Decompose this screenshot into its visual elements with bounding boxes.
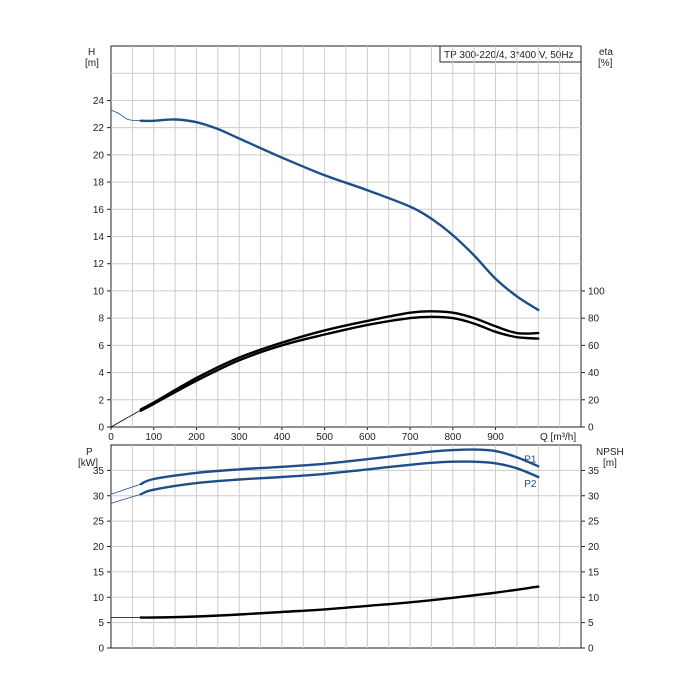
y-left-tick-label: 5 [98, 618, 104, 629]
curve-extension-line [110, 109, 142, 122]
y-right-tick-label: 35 [588, 466, 600, 477]
title-box [439, 45, 582, 63]
series-line [139, 310, 540, 411]
y-left-tick-label: 12 [93, 259, 105, 270]
y-left-tick-label: 20 [93, 150, 105, 161]
series-label: P1 [524, 454, 537, 465]
y-right-tick-label: 15 [588, 567, 600, 578]
y-left-tick-label: 4 [98, 368, 104, 379]
series-line-p1 [139, 448, 540, 486]
curve-extension-line [110, 483, 142, 495]
y-left-tick-label: 35 [93, 466, 105, 477]
eta-axis-name: eta [599, 47, 613, 58]
y-right-tick-label: 100 [588, 286, 605, 297]
p-axis-unit: [kW] [78, 458, 98, 469]
y-left-tick-label: 20 [93, 542, 105, 553]
p-axis-name: P [86, 447, 93, 458]
y-right-tick-label: 80 [588, 314, 600, 325]
x-tick-label: 900 [487, 432, 504, 443]
series-line [139, 315, 540, 412]
x-tick-label: 500 [316, 432, 333, 443]
y-left-tick-label: 16 [93, 205, 105, 216]
y-left-tick-label: 10 [93, 286, 105, 297]
y-left-tick-label: 22 [93, 123, 105, 134]
y-left-tick-label: 30 [93, 491, 105, 502]
eta-axis-unit: [%] [598, 58, 613, 69]
curve-extension-line [110, 409, 142, 428]
y-right-tick-label: 0 [588, 423, 594, 434]
y-left-tick-label: 15 [93, 567, 105, 578]
y-left-tick-label: 18 [93, 178, 105, 189]
curve-extension-line [110, 493, 142, 504]
x-tick-label: 700 [402, 432, 419, 443]
y-right-tick-label: 30 [588, 491, 600, 502]
x-tick-label: 600 [359, 432, 376, 443]
q-axis-label: Q [m³/h] [540, 432, 576, 443]
y-left-tick-label: 14 [93, 232, 105, 243]
series-line-p2 [139, 460, 540, 496]
series-line [139, 585, 540, 619]
h-axis-unit: [m] [85, 58, 99, 69]
x-tick-label: 300 [231, 432, 248, 443]
y-right-tick-label: 20 [588, 542, 600, 553]
y-left-tick-label: 6 [98, 341, 104, 352]
y-right-tick-label: 10 [588, 593, 600, 604]
y-left-tick-label: 8 [98, 314, 104, 325]
y-right-tick-label: 20 [588, 395, 600, 406]
h-axis-name: H [88, 47, 95, 58]
y-left-tick-label: 10 [93, 593, 105, 604]
npsh-axis-unit: [m] [603, 458, 617, 469]
x-tick-label: 400 [274, 432, 291, 443]
y-right-tick-label: 5 [588, 618, 594, 629]
x-tick-label: 100 [145, 432, 162, 443]
npsh-axis-name: NPSH [596, 447, 624, 458]
x-tick-label: 0 [108, 432, 114, 443]
series-line [139, 118, 540, 312]
y-right-tick-label: 60 [588, 341, 600, 352]
x-tick-label: 200 [188, 432, 205, 443]
y-left-tick-label: 24 [93, 96, 105, 107]
y-right-tick-label: 25 [588, 517, 600, 528]
y-right-tick-label: 40 [588, 368, 600, 379]
y-left-tick-label: 25 [93, 517, 105, 528]
y-left-tick-label: 0 [98, 644, 104, 655]
y-left-tick-label: 2 [98, 395, 104, 406]
series-label: P2 [524, 479, 537, 490]
x-tick-label: 800 [444, 432, 461, 443]
chart-title: TP 300-220/4, 3*400 V, 50Hz [444, 50, 574, 61]
y-left-tick-label: 0 [98, 423, 104, 434]
y-right-tick-label: 0 [588, 644, 594, 655]
